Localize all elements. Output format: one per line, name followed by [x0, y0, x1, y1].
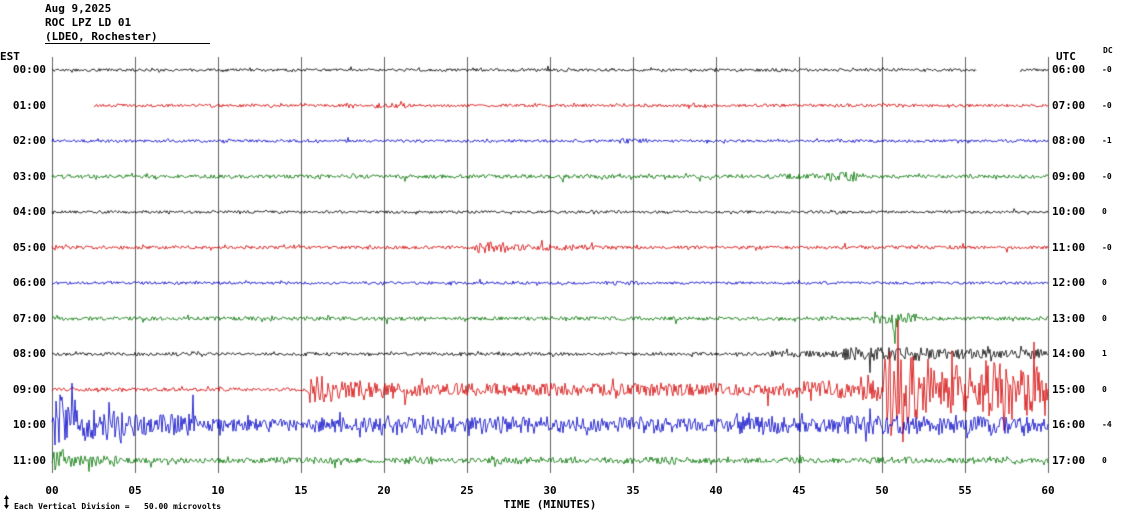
row-label-est: 01:00 [12, 98, 46, 112]
x-tick-label: 40 [709, 484, 723, 497]
row-dc-value: 1 [1102, 349, 1107, 358]
row-label-est: 11:00 [12, 453, 46, 467]
x-tick-label: 00 [45, 484, 59, 497]
left-timezone-label: EST [0, 50, 20, 63]
x-tick-label: 55 [958, 484, 972, 497]
row-label-est: 02:00 [12, 134, 46, 147]
row-label-utc: 13:00 [1052, 311, 1086, 325]
row-label-est: 07:00 [12, 311, 46, 325]
x-tick-label: 60 [1041, 484, 1055, 497]
header-station: ROC LPZ LD 01 [45, 16, 132, 29]
row-dc-value: -0 [1102, 65, 1112, 74]
row-dc-value: -0 [1102, 242, 1112, 252]
row-dc-value: -0 [1102, 100, 1112, 110]
row-label-est: 03:00 [12, 169, 46, 183]
x-tick-label: 35 [626, 484, 640, 497]
row-label-utc: 06:00 [1052, 63, 1086, 76]
scale-note: Each Vertical Division = 50.00 microvolt… [14, 502, 222, 511]
row-dc-value: 0 [1102, 455, 1107, 465]
x-tick-label: 15 [294, 484, 308, 497]
row-label-utc: 17:00 [1052, 453, 1086, 467]
row-label-est: 05:00 [12, 240, 46, 254]
row-label-utc: 15:00 [1052, 382, 1086, 396]
row-label-utc: 08:00 [1052, 134, 1086, 147]
row-label-utc: 11:00 [1052, 240, 1086, 254]
row-label-utc: 07:00 [1052, 98, 1086, 112]
right-timezone-label: UTC [1056, 50, 1076, 63]
row-label-est: 00:00 [12, 63, 46, 76]
row-dc-value: -1 [1102, 136, 1112, 145]
header-underline [45, 43, 210, 44]
x-tick-label: 50 [875, 484, 889, 497]
scale-arrow-icon [4, 495, 9, 509]
row-dc-value: 0 [1102, 384, 1107, 394]
x-tick-label: 25 [460, 484, 474, 497]
x-tick-label: 05 [128, 484, 142, 497]
dc-column-label: DC [1103, 46, 1113, 55]
row-label-est: 08:00 [12, 347, 46, 360]
row-label-est: 06:00 [12, 276, 46, 289]
row-dc-value: 0 [1102, 207, 1107, 216]
header-date: Aug 9,2025 [45, 2, 112, 15]
x-tick-label: 45 [792, 484, 806, 497]
header-location: (LDEO, Rochester) [45, 30, 158, 43]
row-label-est: 04:00 [12, 205, 46, 218]
x-axis-title: TIME (MINUTES) [503, 498, 597, 511]
row-label-utc: 14:00 [1052, 347, 1086, 360]
row-label-est: 09:00 [12, 382, 46, 396]
x-tick-label: 20 [377, 484, 391, 497]
row-dc-value: 0 [1102, 278, 1107, 287]
x-tick-label: 10 [211, 484, 225, 497]
row-dc-value: -4 [1102, 420, 1112, 429]
row-label-utc: 12:00 [1052, 276, 1086, 289]
row-label-utc: 10:00 [1052, 205, 1086, 218]
x-tick-label: 30 [543, 484, 557, 497]
row-dc-value: -0 [1102, 171, 1112, 181]
row-label-utc: 09:00 [1052, 169, 1086, 183]
row-label-est: 10:00 [12, 418, 46, 431]
row-dc-value: 0 [1102, 313, 1107, 323]
row-label-utc: 16:00 [1052, 418, 1086, 431]
